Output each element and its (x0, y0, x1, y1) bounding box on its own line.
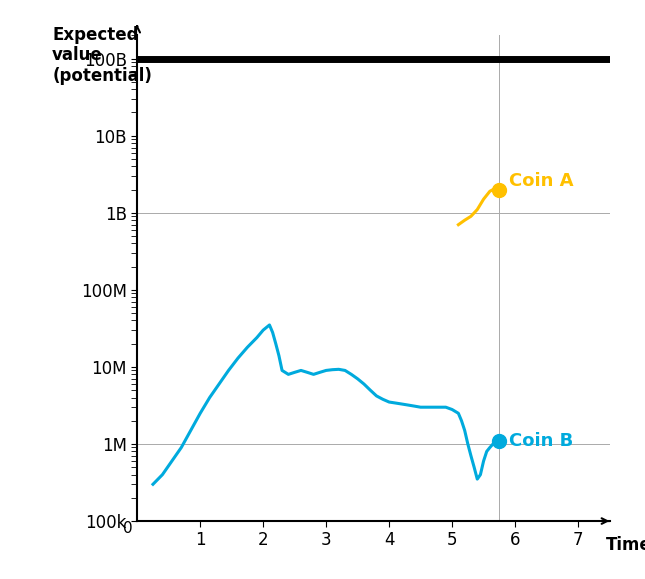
Y-axis label: Expected
value
(potential): Expected value (potential) (52, 25, 152, 85)
Text: Coin B: Coin B (509, 432, 573, 450)
Text: Coin A: Coin A (509, 172, 573, 190)
Text: 0: 0 (123, 521, 133, 536)
X-axis label: Time: Time (606, 536, 645, 554)
